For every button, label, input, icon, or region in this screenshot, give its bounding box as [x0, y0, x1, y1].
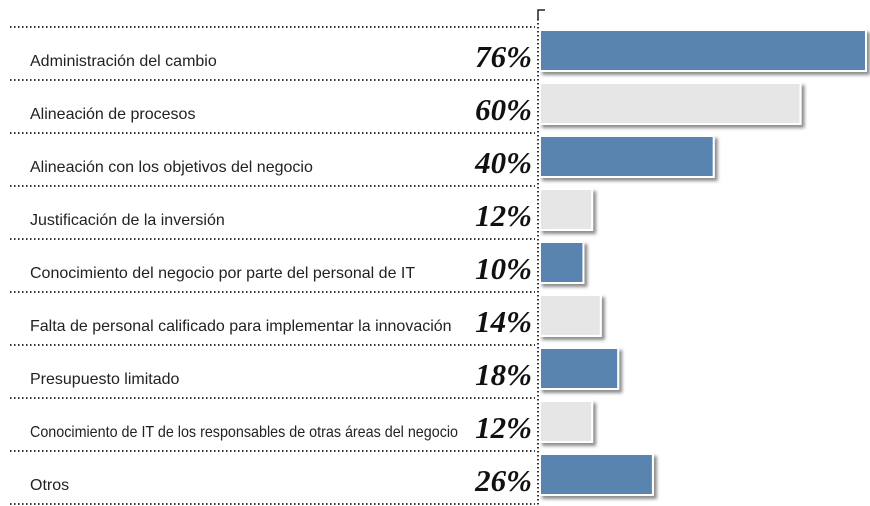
category-label: Conocimiento de IT de los responsables d…: [30, 424, 458, 441]
bar: [539, 241, 585, 284]
bar: [539, 347, 620, 390]
category-label: Justificación de la inversión: [30, 212, 225, 229]
value-label: 10%: [475, 251, 532, 286]
value-label: 60%: [475, 92, 532, 127]
category-label: Otros: [30, 477, 69, 494]
value-label: 76%: [475, 39, 532, 74]
category-label: Alineación de procesos: [30, 106, 195, 123]
bar: [539, 82, 802, 125]
bar: [539, 294, 602, 337]
value-label: 14%: [475, 304, 532, 339]
value-label: 12%: [475, 410, 532, 445]
value-label: 12%: [475, 198, 532, 233]
axis-corner: [537, 9, 545, 19]
category-label: Alineación con los objetivos del negocio: [30, 159, 313, 176]
value-label: 18%: [475, 357, 532, 392]
bar: [539, 400, 594, 443]
bar: [539, 29, 867, 72]
category-label: Conocimiento del negocio por parte del p…: [30, 265, 415, 282]
bar: [539, 453, 654, 496]
value-label: 26%: [474, 463, 532, 498]
value-label: 40%: [474, 145, 532, 180]
category-label: Falta de personal calificado para implem…: [30, 318, 452, 335]
category-label: Presupuesto limitado: [30, 371, 180, 388]
bar: [539, 135, 715, 178]
bar: [539, 188, 594, 231]
category-label: Administración del cambio: [30, 53, 217, 70]
